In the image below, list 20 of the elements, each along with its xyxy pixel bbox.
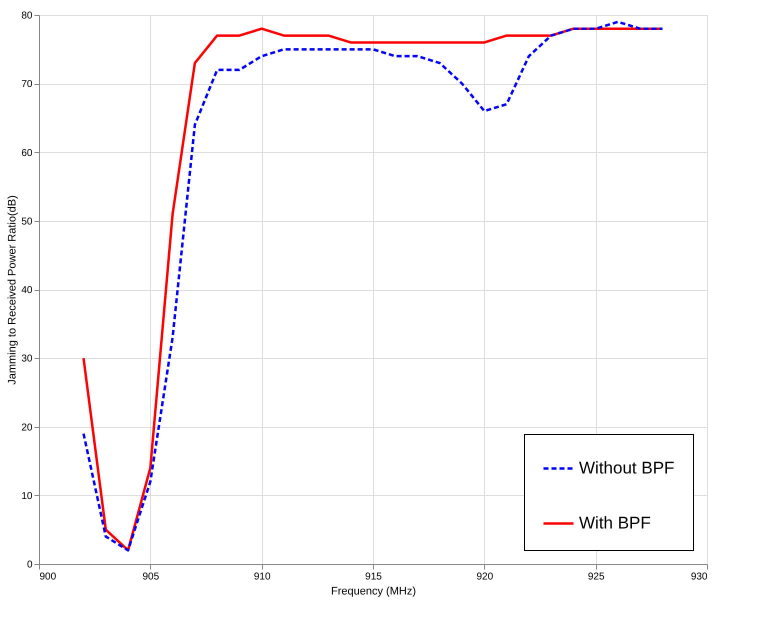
y-tick-label: 50 (21, 216, 33, 228)
y-tick-label: 30 (21, 354, 33, 365)
x-tick-label: 920 (476, 572, 494, 582)
y-tick-label: 10 (21, 490, 33, 502)
x-tick-label: 900 (40, 572, 57, 582)
x-tick-label: 905 (142, 572, 160, 582)
x-tick-label: 925 (588, 572, 605, 582)
y-axis-title: Jamming to Received Power Ratio(dB) (6, 195, 18, 385)
y-tick-label: 20 (21, 422, 33, 434)
legend-label: Without BPF (579, 458, 674, 478)
y-tick-label: 70 (21, 79, 33, 90)
y-tick-label: 40 (21, 285, 33, 296)
x-axis-title: Frequency (MHz) (331, 586, 416, 598)
y-tick-label: 60 (21, 148, 33, 159)
x-tick-label: 930 (690, 572, 708, 582)
x-tick-label: 910 (254, 572, 271, 582)
y-tick-label: 80 (21, 10, 33, 22)
y-tick-label: 0 (26, 560, 33, 570)
legend-label: With BPF (579, 514, 651, 532)
x-tick-label: 915 (365, 572, 382, 582)
